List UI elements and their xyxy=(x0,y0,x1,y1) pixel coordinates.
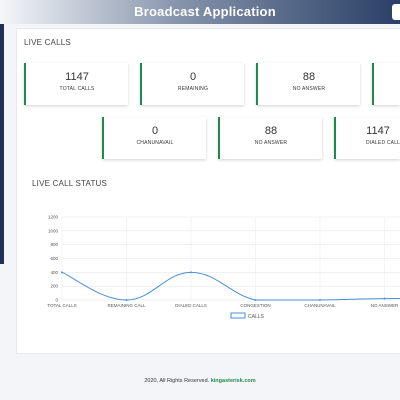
chart-grid xyxy=(61,216,400,301)
x-tick-label: NO ANSWER xyxy=(371,303,399,308)
card-label: CHANUNAVAIL xyxy=(136,140,174,146)
data-point xyxy=(383,297,386,300)
card-dialed-calls: 1147 DIALED CALLS xyxy=(334,117,400,159)
app-title: Broadcast Application xyxy=(134,4,276,19)
data-point xyxy=(190,271,192,274)
card-label: NO ANSWER xyxy=(254,140,288,146)
card-value: 1147 xyxy=(366,125,390,137)
data-point xyxy=(319,299,321,301)
legend-label: CALLS xyxy=(248,314,265,320)
card-value: 1147 xyxy=(65,71,89,83)
legend-swatch xyxy=(230,312,246,319)
y-tick-label: 1000 xyxy=(48,228,59,233)
live-calls-title: LIVE CALLS xyxy=(24,38,71,47)
card-no-answer: 88 NO ANSWER xyxy=(256,63,360,105)
card-total-calls: 1147 TOTAL CALLS xyxy=(24,63,128,105)
card-label: DIALED CALLS xyxy=(366,140,400,146)
user-icon[interactable] xyxy=(392,4,400,20)
card-value: 88 xyxy=(264,125,278,137)
footer-brand-link[interactable]: kingasterisk.com xyxy=(210,378,256,384)
live-call-status-chart: 0 200 400 600 800 1000 1200 TOTAL CALLS REMAINI… xyxy=(47,215,400,320)
y-tick-label: 800 xyxy=(50,242,58,247)
y-tick-label: 0 xyxy=(55,298,58,303)
series-points xyxy=(61,271,386,301)
card-value: 0 xyxy=(151,125,159,137)
data-point xyxy=(61,271,63,274)
y-tick-label: 600 xyxy=(50,256,58,261)
top-bar: Broadcast Application xyxy=(0,0,400,24)
card-value: 88 xyxy=(302,71,316,83)
x-tick-label: CHANUNAVAIL xyxy=(304,303,336,308)
y-tick-label: 1200 xyxy=(48,215,59,220)
card-remaining: 0 REMAINING xyxy=(140,63,244,105)
x-tick-labels: TOTAL CALLS REMAINING CALL DIALED CALLS CON… xyxy=(47,303,399,308)
footer: 2020, All Rights Reserved. kingasterisk.… xyxy=(0,378,400,384)
chart-legend: CALLS xyxy=(230,312,265,320)
sidebar xyxy=(0,24,4,264)
x-tick-label: DIALED CALLS xyxy=(175,303,207,308)
card-no-answer-2: 88 NO ANSWER xyxy=(218,117,322,159)
y-tick-label: 200 xyxy=(50,284,58,289)
card-partial xyxy=(372,63,400,105)
footer-text: 2020, All Rights Reserved. xyxy=(144,378,210,384)
card-chanunavail: 0 CHANUNAVAIL xyxy=(102,117,206,159)
card-label: TOTAL CALLS xyxy=(59,86,95,92)
x-tick-label: REMAINING CALL xyxy=(107,303,146,308)
y-tick-label: 400 xyxy=(50,270,58,275)
data-point xyxy=(125,299,128,301)
x-tick-label: CONGESTION xyxy=(240,303,270,308)
live-call-status-title: LIVE CALL STATUS xyxy=(32,179,108,188)
card-label: REMAINING xyxy=(177,86,209,92)
data-point xyxy=(254,299,257,301)
card-label: NO ANSWER xyxy=(292,86,326,92)
y-tick-labels: 0 200 400 600 800 1000 1200 xyxy=(48,215,59,303)
card-value: 0 xyxy=(189,71,197,83)
x-tick-label: TOTAL CALLS xyxy=(47,303,76,308)
